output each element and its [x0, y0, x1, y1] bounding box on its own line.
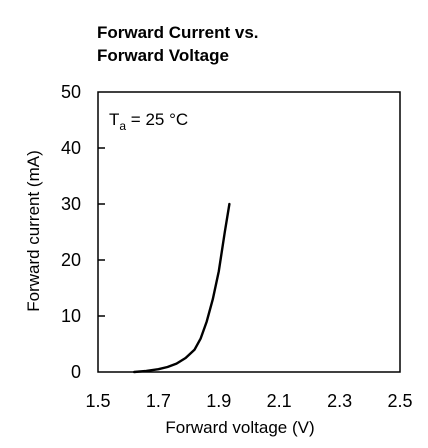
x-axis-ticks: 1.5 1.7 1.9 2.1 2.3 2.5 [85, 391, 412, 411]
x-axis-label: Forward voltage (V) [165, 418, 314, 437]
plot-area [97, 91, 401, 373]
y-tick-label: 0 [71, 362, 81, 382]
temperature-annotation: Ta = 25 °C [109, 110, 188, 133]
y-axis-ticks: 0 10 20 30 40 50 [61, 82, 105, 382]
chart-title-line-1: Forward Current vs. [97, 23, 259, 42]
annotation-rest: = 25 °C [126, 110, 188, 129]
x-tick-label: 1.7 [146, 391, 171, 411]
x-tick-label: 2.1 [267, 391, 292, 411]
x-tick-label: 2.5 [387, 391, 412, 411]
series-line [133, 202, 231, 374]
x-tick-label: 2.3 [327, 391, 352, 411]
x-tick-label: 1.9 [206, 391, 231, 411]
y-tick-label: 40 [61, 138, 81, 158]
annotation-subscript: a [119, 119, 126, 133]
chart-title-line-2: Forward Voltage [97, 46, 229, 65]
y-tick-label: 10 [61, 306, 81, 326]
y-tick-label: 20 [61, 250, 81, 270]
y-tick-label: 50 [61, 82, 81, 102]
y-axis-label: Forward current (mA) [24, 150, 43, 312]
annotation-base: T [109, 110, 119, 129]
x-tick-label: 1.5 [85, 391, 110, 411]
y-tick-label: 30 [61, 194, 81, 214]
